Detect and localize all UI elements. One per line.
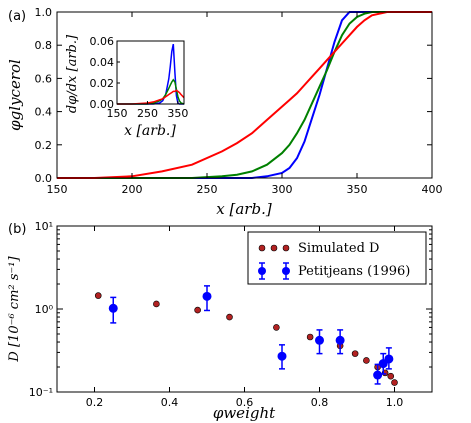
legend-simulated-marker [258, 244, 290, 252]
panel-b-y-axis-label: D [10⁻⁶ cm² s⁻¹] [7, 256, 22, 363]
inset-y-tick-label: 0.04 [90, 56, 115, 69]
legend-simulated-dot [282, 244, 290, 252]
simulated-point [94, 292, 102, 299]
panel-b-x-tick-label: 0.4 [161, 396, 179, 409]
petitjeans-point [277, 351, 287, 361]
panel-b-x-tick-label: 1.0 [386, 396, 404, 409]
panel-b-y-tick-label: 10⁰ [35, 303, 54, 316]
panel-a-y-tick-label: 0.4 [35, 106, 53, 119]
simulated-point [351, 350, 359, 357]
inset-series-line-2 [117, 89, 185, 105]
inset-background [117, 41, 184, 104]
petitjeans-point [108, 303, 118, 313]
inset-y-tick-label: 0.06 [90, 35, 115, 48]
inset-chart: 150 250 350 0.00 0.02 0.04 0.06 x [arb.] dφ/dx… [65, 34, 188, 139]
panel-a-y-tick-label: 0.6 [35, 72, 53, 85]
petitjeans-point [373, 370, 383, 380]
petitjeans-point [202, 291, 212, 301]
panel-a: (a) 150 200 250 300 350 400 0.0 0.2 0.4 0.6 0.8 1.0… [6, 6, 443, 218]
simulated-point [153, 300, 160, 308]
panel-b: (b) 0.2 0.4 0.6 0.8 1.0 10⁻¹ 10⁰ 10¹ φweight D … [7, 220, 433, 422]
simulated-point [226, 313, 233, 321]
panel-b-label: (b) [8, 222, 26, 237]
panel-a-x-tick-label: 400 [422, 183, 443, 196]
legend-simulated-dot [270, 244, 278, 252]
inset-x-tick-label: 350 [167, 107, 188, 120]
panel-b-x-axis-label: φweight [213, 404, 276, 422]
legend-box [247, 231, 427, 285]
simulated-point [391, 379, 398, 386]
panel-a-series-line-2 [57, 11, 432, 179]
simulated-point [306, 333, 314, 341]
panel-a-y-axis-label: φglycerol [6, 59, 24, 131]
simulated-point [273, 324, 280, 331]
panel-a-y-tick-label: 0.2 [35, 139, 53, 152]
petitjeans-point [315, 335, 324, 345]
panel-b-ticks: 0.2 0.4 0.6 0.8 1.0 10⁻¹ 10⁰ 10¹ [29, 220, 432, 409]
panel-a-frame [56, 11, 433, 179]
inset-series-line-1 [117, 78, 185, 105]
panel-a-x-tick-label: 250 [197, 183, 218, 196]
inset-x-tick-label: 150 [107, 107, 128, 120]
panel-b-y-tick-label: 10⁻¹ [29, 386, 53, 399]
inset-y-tick-label: 0.00 [90, 98, 115, 111]
inset-ticks: 150 250 350 0.00 0.02 0.04 0.06 [90, 35, 189, 120]
panel-b-x-tick-label: 0.6 [236, 396, 254, 409]
legend-petitjeans-dot [282, 267, 290, 275]
panel-a-x-tick-label: 350 [347, 183, 368, 196]
inset-y-tick-label: 0.02 [90, 77, 115, 90]
panel-a-x-tick-label: 300 [272, 183, 293, 196]
panel-b-x-tick-label: 0.8 [311, 396, 329, 409]
simulated-point [363, 357, 370, 364]
inset-x-tick-label: 250 [137, 107, 158, 120]
inset-frame [116, 40, 185, 105]
panel-a-y-tick-label: 0.0 [35, 172, 53, 185]
panel-b-x-tick-label: 0.2 [86, 396, 104, 409]
legend-petitjeans-label: Petitjeans (1996) [298, 264, 410, 279]
legend-petitjeans-marker [258, 262, 290, 280]
inset-y-axis-label: dφ/dx [arb.] [65, 34, 80, 113]
panel-b-y-tick-label: 10¹ [35, 220, 53, 233]
legend-simulated-dot [258, 244, 266, 252]
panel-a-y-tick-label: 0.8 [35, 39, 53, 52]
panel-a-x-tick-label: 150 [47, 183, 68, 196]
panel-a-ticks: 150 200 250 300 350 400 0.0 0.2 0.4 0.6 0.8 1.0 [35, 6, 443, 196]
legend: Simulated D Petitjeans (1996) [247, 231, 427, 285]
inset-x-axis-label: x [arb.] [124, 123, 176, 139]
simulated-point [194, 306, 201, 314]
panel-a-x-tick-label: 200 [122, 183, 143, 196]
legend-petitjeans-dot [258, 267, 266, 275]
petitjeans-point [335, 335, 345, 345]
simulated-point [387, 372, 395, 380]
legend-simulated-label: Simulated D [298, 241, 379, 256]
panel-a-label: (a) [8, 9, 26, 24]
petitjeans-point [384, 354, 394, 364]
panel-a-x-axis-label: x [arb.] [216, 200, 272, 218]
panel-b-marks [94, 285, 398, 386]
panel-a-y-tick-label: 1.0 [35, 6, 53, 19]
